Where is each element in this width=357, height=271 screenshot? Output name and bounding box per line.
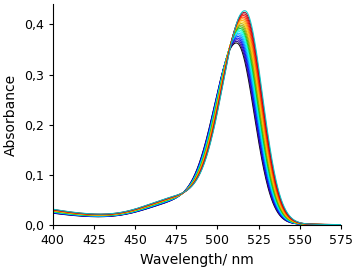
X-axis label: Wavelength/ nm: Wavelength/ nm xyxy=(140,253,254,267)
Y-axis label: Absorbance: Absorbance xyxy=(4,74,18,156)
